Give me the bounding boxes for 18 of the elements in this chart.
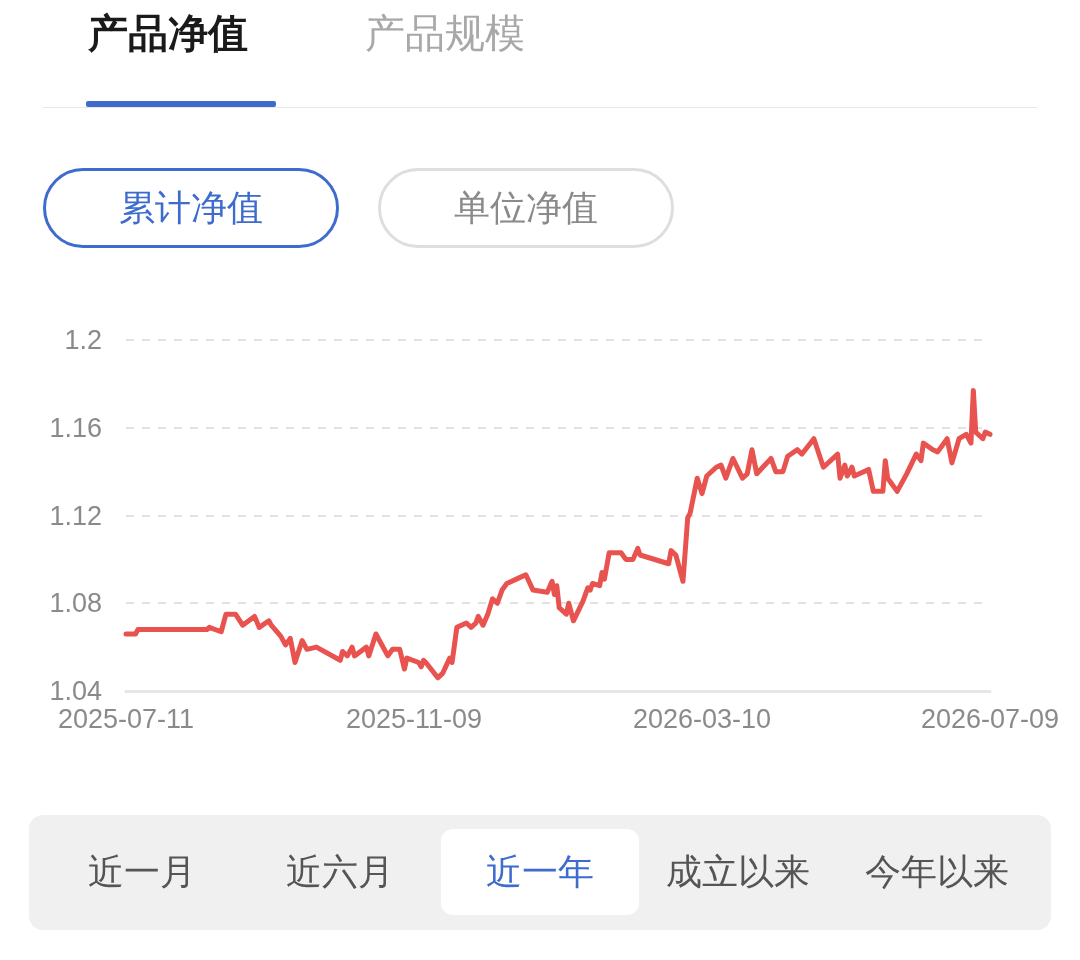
text: 单位净值	[378, 168, 674, 248]
text: 近六月	[285, 850, 395, 894]
y-tick-label: 1.16	[49, 412, 102, 443]
y-tick-label: 1.08	[49, 588, 102, 619]
x-tick-label: 2026-03-10	[632, 703, 772, 734]
text: 累计净值	[43, 168, 339, 248]
y-tick-label: 1.2	[64, 325, 102, 355]
x-tick-label: 2025-07-11	[57, 703, 195, 734]
text: 产品规模	[365, 9, 525, 58]
x-tick-label: 2026-07-09	[920, 703, 1060, 734]
text: 产品净值	[88, 9, 248, 58]
y-tick-label: 1.12	[49, 500, 102, 531]
text: 近一月	[87, 850, 197, 894]
text: 近一年	[441, 829, 639, 915]
x-tick-label: 2025-11-09	[345, 703, 483, 734]
text: 今年以来	[864, 850, 1010, 894]
text: 成立以来	[665, 850, 811, 894]
y-tick-label: 1.04	[49, 676, 102, 706]
